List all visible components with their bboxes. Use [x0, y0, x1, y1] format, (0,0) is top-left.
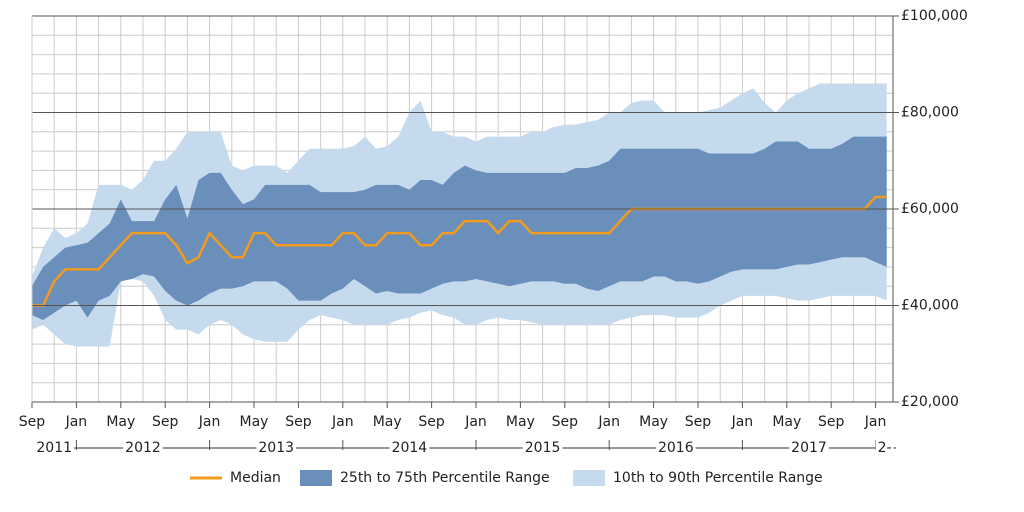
x-tick-label: Sep: [685, 414, 712, 430]
year-label-bg: [34, 440, 75, 456]
x-tick-label: Sep: [818, 414, 845, 430]
year-label: 2014: [392, 440, 428, 456]
x-tick-label: May: [506, 414, 535, 430]
year-label: 2015: [525, 440, 561, 456]
x-tick-label: May: [639, 414, 668, 430]
year-label: 2013: [258, 440, 294, 456]
year-label-bg: [789, 440, 829, 456]
y-tick-label: £60,000: [901, 201, 959, 217]
legend-label: Median: [230, 470, 281, 486]
x-tick-label: Jan: [731, 414, 754, 430]
x-tick-label: May: [106, 414, 135, 430]
x-tick-label: Jan: [864, 414, 887, 430]
x-tick-label: Jan: [464, 414, 487, 430]
x-tick-label: Sep: [418, 414, 445, 430]
x-tick-label: Sep: [19, 414, 46, 430]
year-label: 2-: [878, 440, 892, 456]
year-label-bg: [875, 440, 894, 456]
legend-label: 25th to 75th Percentile Range: [340, 470, 550, 486]
x-tick-label: Sep: [552, 414, 579, 430]
x-tick-label: Sep: [152, 414, 179, 430]
legend-label: 10th to 90th Percentile Range: [613, 470, 823, 486]
x-tick-label: May: [373, 414, 402, 430]
year-label-bg: [655, 440, 696, 456]
y-tick-label: £80,000: [901, 105, 959, 121]
year-label: 2011: [36, 440, 72, 456]
year-label-bg: [123, 440, 163, 456]
x-tick-label: Jan: [597, 414, 620, 430]
x-tick-label: Jan: [331, 414, 354, 430]
year-label-bg: [389, 440, 430, 456]
year-label-bg: [256, 440, 297, 456]
year-label: 2016: [658, 440, 694, 456]
y-tick-label: £40,000: [901, 298, 959, 314]
legend-swatch: [300, 470, 332, 486]
year-label: 2017: [791, 440, 827, 456]
year-label: 2012: [125, 440, 161, 456]
x-tick-label: May: [772, 414, 801, 430]
x-tick-label: May: [240, 414, 269, 430]
y-tick-label: £20,000: [901, 394, 959, 410]
year-label-bg: [522, 440, 563, 456]
x-tick-label: Sep: [285, 414, 312, 430]
legend-swatch: [573, 470, 605, 486]
y-tick-label: £100,000: [901, 8, 968, 24]
x-tick-label: Jan: [65, 414, 88, 430]
x-tick-label: Jan: [198, 414, 221, 430]
